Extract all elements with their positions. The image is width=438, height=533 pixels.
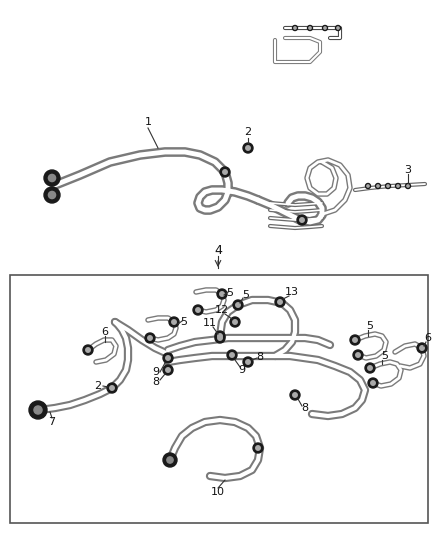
Circle shape xyxy=(163,365,173,375)
Circle shape xyxy=(420,346,424,350)
FancyBboxPatch shape xyxy=(10,275,428,523)
Circle shape xyxy=(278,300,282,304)
Circle shape xyxy=(145,333,155,343)
Circle shape xyxy=(172,320,176,324)
Circle shape xyxy=(253,443,263,453)
Text: 5: 5 xyxy=(226,288,233,298)
Text: 8: 8 xyxy=(152,377,159,387)
Text: 9: 9 xyxy=(238,365,246,375)
Circle shape xyxy=(166,356,170,360)
Circle shape xyxy=(367,185,369,187)
Circle shape xyxy=(397,185,399,187)
Text: 13: 13 xyxy=(285,287,299,297)
Circle shape xyxy=(110,386,114,390)
Circle shape xyxy=(324,27,326,29)
Circle shape xyxy=(233,320,237,324)
Circle shape xyxy=(294,27,296,29)
Text: 3: 3 xyxy=(405,165,411,175)
Text: 10: 10 xyxy=(211,487,225,497)
Circle shape xyxy=(371,381,375,385)
Circle shape xyxy=(309,27,311,29)
Text: 5: 5 xyxy=(367,321,374,331)
Circle shape xyxy=(375,183,381,189)
Text: 12: 12 xyxy=(215,305,229,315)
Circle shape xyxy=(218,336,222,340)
Text: 5: 5 xyxy=(180,317,187,327)
Text: 6: 6 xyxy=(424,333,431,343)
Circle shape xyxy=(377,185,379,187)
Circle shape xyxy=(337,27,339,29)
Text: 8: 8 xyxy=(301,403,308,413)
Text: 5: 5 xyxy=(381,351,389,361)
Circle shape xyxy=(163,453,177,467)
Circle shape xyxy=(307,26,312,30)
Circle shape xyxy=(49,191,56,199)
Circle shape xyxy=(169,317,179,327)
Circle shape xyxy=(233,300,243,310)
Circle shape xyxy=(236,303,240,307)
Circle shape xyxy=(417,343,427,353)
Circle shape xyxy=(166,368,170,372)
Circle shape xyxy=(297,215,307,225)
Text: 2: 2 xyxy=(95,381,102,391)
Circle shape xyxy=(246,360,250,364)
Circle shape xyxy=(29,401,47,419)
Circle shape xyxy=(275,297,285,307)
Circle shape xyxy=(220,292,224,296)
Circle shape xyxy=(300,218,304,222)
Circle shape xyxy=(44,170,60,186)
Circle shape xyxy=(406,183,410,189)
Circle shape xyxy=(322,26,328,30)
Circle shape xyxy=(230,353,234,357)
Text: 6: 6 xyxy=(102,327,109,337)
Circle shape xyxy=(336,26,340,30)
Circle shape xyxy=(365,363,375,373)
Circle shape xyxy=(293,393,297,397)
Circle shape xyxy=(385,183,391,189)
Circle shape xyxy=(86,348,90,352)
Circle shape xyxy=(243,357,253,367)
Circle shape xyxy=(34,406,42,414)
Text: 5: 5 xyxy=(243,290,250,300)
Circle shape xyxy=(217,289,227,299)
Circle shape xyxy=(49,174,56,182)
Circle shape xyxy=(215,331,225,341)
Circle shape xyxy=(193,305,203,315)
Circle shape xyxy=(246,146,250,150)
Circle shape xyxy=(148,336,152,340)
Circle shape xyxy=(218,334,222,338)
Circle shape xyxy=(227,350,237,360)
Text: 8: 8 xyxy=(256,352,264,362)
Circle shape xyxy=(163,353,173,363)
Circle shape xyxy=(223,169,227,174)
Text: 7: 7 xyxy=(49,417,56,427)
Circle shape xyxy=(107,383,117,393)
Circle shape xyxy=(230,317,240,327)
Text: 2: 2 xyxy=(244,127,251,137)
Circle shape xyxy=(44,187,60,203)
Circle shape xyxy=(396,183,400,189)
Circle shape xyxy=(83,345,93,355)
Circle shape xyxy=(356,353,360,357)
Circle shape xyxy=(215,333,225,343)
Circle shape xyxy=(353,350,363,360)
Circle shape xyxy=(407,185,409,187)
Circle shape xyxy=(256,446,260,450)
Circle shape xyxy=(350,335,360,345)
Circle shape xyxy=(365,183,371,189)
Text: 9: 9 xyxy=(152,367,159,377)
Text: 4: 4 xyxy=(214,244,222,256)
Circle shape xyxy=(368,366,372,370)
Text: 1: 1 xyxy=(145,117,152,127)
Circle shape xyxy=(196,308,200,312)
Circle shape xyxy=(167,457,173,463)
Circle shape xyxy=(387,185,389,187)
Circle shape xyxy=(243,143,253,153)
Circle shape xyxy=(290,390,300,400)
Circle shape xyxy=(368,378,378,388)
Circle shape xyxy=(293,26,297,30)
Circle shape xyxy=(353,338,357,342)
Text: 11: 11 xyxy=(203,318,217,328)
Circle shape xyxy=(220,167,230,177)
